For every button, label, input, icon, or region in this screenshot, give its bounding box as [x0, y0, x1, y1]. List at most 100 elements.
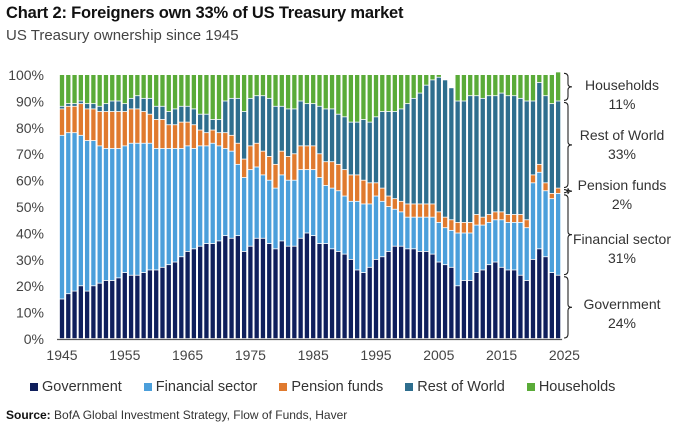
- bar-rest-of-world: [361, 119, 366, 180]
- bar-rest-of-world: [241, 111, 247, 159]
- bar-households: [141, 75, 146, 98]
- bar-pension-funds: [78, 104, 83, 135]
- bar-households: [229, 75, 234, 98]
- bar-households: [518, 75, 523, 98]
- bar-financial-sector: [66, 133, 71, 294]
- bar-households: [97, 75, 102, 106]
- legend-label: Pension funds: [291, 379, 384, 395]
- bar-pension-funds: [235, 143, 240, 164]
- bar-households: [543, 75, 548, 96]
- bar-pension-funds: [191, 125, 197, 149]
- bar-pension-funds: [530, 175, 536, 183]
- legend-swatch: [526, 383, 535, 391]
- bar-households: [512, 75, 517, 96]
- bar-rest-of-world: [235, 98, 240, 143]
- bar-pension-funds: [267, 156, 272, 180]
- bar-pension-funds: [59, 109, 65, 135]
- bar-rest-of-world: [449, 88, 454, 220]
- bar-government: [198, 246, 203, 339]
- bar-households: [279, 75, 284, 106]
- bar-rest-of-world: [166, 111, 171, 125]
- bar-households: [367, 75, 372, 122]
- bar-households: [499, 75, 504, 93]
- bar-pension-funds: [493, 212, 498, 220]
- annotation-value: 33%: [608, 146, 636, 162]
- legend-swatch: [30, 383, 38, 391]
- bar-rest-of-world: [499, 93, 504, 212]
- bar-rest-of-world: [430, 80, 435, 204]
- bar-government: [505, 270, 511, 339]
- bar-rest-of-world: [311, 104, 316, 146]
- bar-government: [524, 280, 529, 339]
- bar-pension-funds: [455, 222, 460, 233]
- bar-pension-funds: [336, 164, 341, 191]
- bar-financial-sector: [78, 135, 83, 286]
- legend-item-financial-sector: Financial sector: [143, 379, 257, 395]
- bar-financial-sector: [179, 148, 184, 257]
- bar-households: [411, 75, 416, 98]
- bar-rest-of-world: [66, 104, 71, 106]
- bar-rest-of-world: [59, 106, 65, 109]
- bar-rest-of-world: [260, 96, 266, 151]
- bar-rest-of-world: [304, 104, 310, 146]
- bar-government: [530, 259, 536, 339]
- bar-households: [179, 75, 184, 106]
- bar-pension-funds: [348, 175, 354, 201]
- bar-rest-of-world: [461, 101, 467, 223]
- bar-financial-sector: [154, 148, 159, 270]
- bar-pension-funds: [216, 133, 222, 146]
- bar-financial-sector: [392, 209, 397, 246]
- x-tick-label: 1955: [109, 347, 140, 363]
- bar-financial-sector: [241, 177, 247, 252]
- bar-rest-of-world: [298, 101, 303, 146]
- bar-rest-of-world: [317, 106, 322, 154]
- bar-households: [78, 75, 83, 101]
- annotation-label: Financial sector: [573, 231, 671, 247]
- bar-government: [84, 291, 90, 339]
- bar-households: [254, 75, 259, 96]
- bar-households: [267, 75, 272, 98]
- bar-pension-funds: [405, 204, 410, 217]
- bar-financial-sector: [555, 193, 561, 275]
- bar-rest-of-world: [147, 98, 153, 114]
- bar-households: [493, 75, 498, 96]
- y-tick-label: 40%: [16, 225, 44, 241]
- bar-pension-funds: [411, 204, 416, 217]
- bar-households: [311, 75, 316, 104]
- x-axis: 1945 1955 1965 1975 1985 1995 2005 2015 2025: [46, 347, 580, 363]
- y-axis: 0% 10% 20% 30% 40% 50% 60% 70% 80% 90% 100%: [8, 67, 44, 347]
- bar-government: [336, 251, 341, 339]
- bar-government: [241, 251, 247, 339]
- brace-icon: [563, 72, 573, 101]
- bar-pension-funds: [436, 212, 441, 223]
- y-tick-label: 50%: [16, 199, 44, 215]
- legend-label: Rest of World: [417, 379, 505, 395]
- x-tick-label: 2025: [549, 347, 580, 363]
- bar-government: [254, 238, 259, 339]
- bar-pension-funds: [128, 109, 134, 143]
- bar-rest-of-world: [480, 98, 485, 217]
- bar-pension-funds: [248, 146, 253, 170]
- bar-households: [147, 75, 153, 98]
- bar-rest-of-world: [398, 109, 404, 201]
- bar-government: [543, 257, 548, 339]
- bar-rest-of-world: [160, 106, 165, 120]
- chart-subtitle: US Treasury ownership since 1945: [6, 27, 239, 44]
- bar-financial-sector: [468, 233, 473, 281]
- bar-pension-funds: [292, 154, 297, 180]
- bar-households: [103, 75, 109, 104]
- bar-rest-of-world: [336, 114, 341, 164]
- bar-financial-sector: [84, 141, 90, 291]
- bar-pension-funds: [116, 111, 121, 149]
- bar-pension-funds: [198, 130, 203, 146]
- bar-rest-of-world: [91, 104, 96, 109]
- bar-rest-of-world: [329, 109, 335, 162]
- bar-households: [204, 75, 209, 114]
- brace-icon: [563, 194, 573, 276]
- bar-pension-funds: [279, 151, 284, 175]
- bar-government: [311, 236, 316, 339]
- bar-rest-of-world: [135, 96, 140, 109]
- bar-rest-of-world: [386, 111, 391, 196]
- bar-rest-of-world: [323, 109, 328, 162]
- bar-rest-of-world: [537, 82, 542, 164]
